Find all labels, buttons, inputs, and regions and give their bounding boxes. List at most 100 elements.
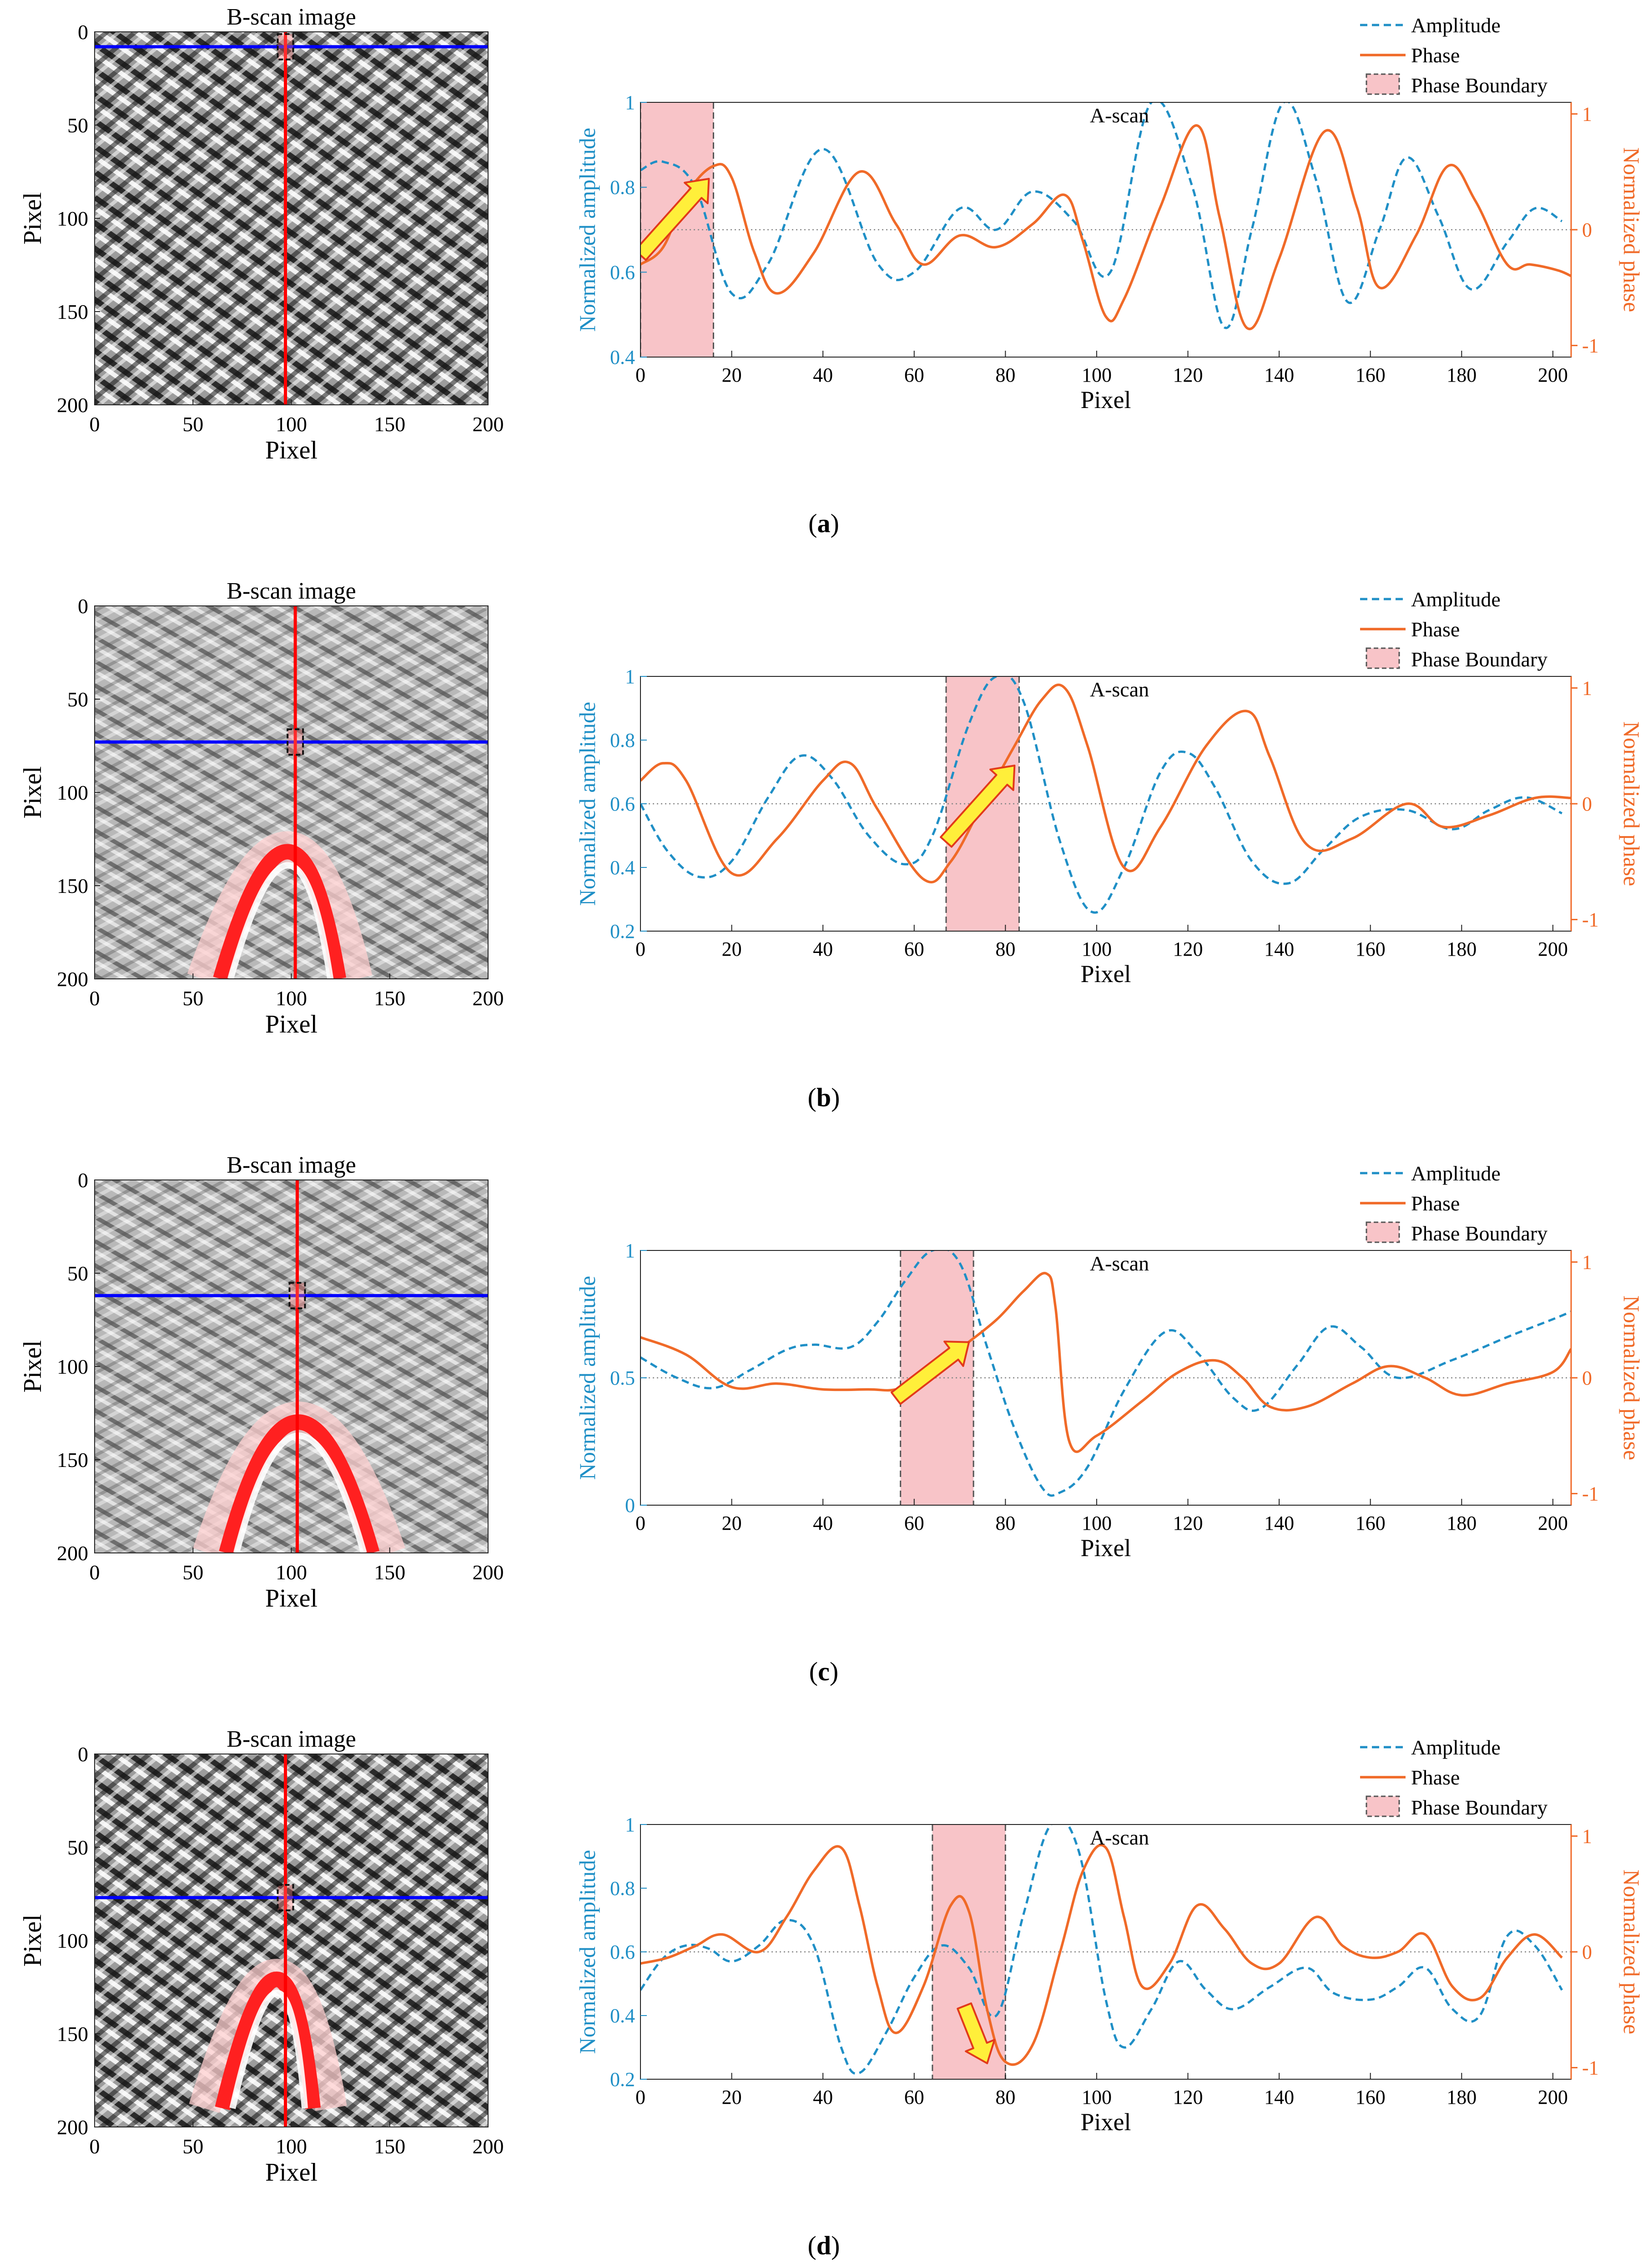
ascan-ylabel-left: Normalized amplitude — [575, 702, 600, 906]
ascan-xlabel: Pixel — [1080, 2108, 1131, 2136]
ascan-ylabel-left: Normalized amplitude — [575, 1850, 600, 2054]
ascan-xtick-label: 140 — [1264, 1512, 1294, 1534]
ascan-xtick-label: 120 — [1173, 364, 1203, 386]
bscan-xtick-label: 200 — [473, 1561, 504, 1584]
bscan-ytick-label: 50 — [67, 1836, 88, 1859]
legend-phase-label: Phase — [1411, 618, 1460, 641]
bscan-xtick-label: 100 — [276, 1561, 307, 1584]
bscan-ytick-label: 100 — [57, 781, 88, 804]
legend-boundary-label: Phase Boundary — [1411, 1796, 1547, 1819]
ascan-ytick-left-label: 0.6 — [610, 793, 635, 815]
ascan-ytick-right-label: 1 — [1582, 103, 1592, 125]
ascan-xtick-label: 180 — [1446, 938, 1477, 960]
bscan-image — [95, 1180, 488, 1553]
ascan-plot — [640, 1250, 1571, 1505]
annotation-arrow — [890, 1341, 970, 1405]
ascan-xtick-label: 0 — [635, 938, 645, 960]
ascan-xtick-label: 180 — [1446, 1512, 1477, 1534]
phase-series — [640, 1844, 1563, 2066]
ascan-title: A-scan — [1090, 1252, 1149, 1275]
ascan-ytick-left-label: 0.6 — [610, 1941, 635, 1963]
selection-box — [277, 1884, 294, 1911]
hyperbola-band — [215, 1971, 321, 2111]
bscan-xtick-label: 0 — [90, 987, 100, 1010]
bscan-ytick-label: 0 — [78, 20, 88, 44]
amplitude-series — [640, 102, 1563, 329]
ascan-ytick-left-label: 1 — [625, 1240, 635, 1262]
legend-amplitude-label: Amplitude — [1411, 14, 1501, 37]
ascan-ylabel-left: Normalized amplitude — [575, 128, 600, 332]
legend-boundary-label: Phase Boundary — [1411, 648, 1547, 671]
ascan-xtick-label: 0 — [635, 364, 645, 386]
amplitude-series — [640, 1824, 1563, 2075]
ascan-xtick-label: 160 — [1356, 1512, 1386, 1534]
legend-amplitude-label: Amplitude — [1411, 1736, 1501, 1759]
bscan-texture-cross — [95, 606, 488, 979]
ascan-xtick-label: 100 — [1082, 2086, 1112, 2108]
ascan-xtick-label: 60 — [904, 938, 924, 960]
bscan-texture-cross — [95, 1754, 488, 2127]
legend-boundary-label: Phase Boundary — [1411, 74, 1547, 97]
ascan-xtick-label: 60 — [904, 364, 924, 386]
bscan-image — [95, 1754, 488, 2127]
ascan-xtick-label: 120 — [1173, 938, 1203, 960]
ascan-ylabel-left: Normalized amplitude — [575, 1276, 600, 1480]
bscan-ytick-label: 150 — [57, 874, 88, 897]
legend-phase-label: Phase — [1411, 1192, 1460, 1215]
ascan-xtick-label: 200 — [1538, 2086, 1568, 2108]
ascan-ytick-right-label: 0 — [1582, 793, 1592, 815]
bscan-ylabel: Pixel — [19, 192, 47, 244]
ascan-plot — [640, 1824, 1571, 2079]
ascan-ytick-left-label: 0.2 — [610, 920, 635, 942]
legend-boundary-swatch — [1366, 1795, 1400, 1817]
ascan-ytick-right-label: 0 — [1582, 1367, 1592, 1389]
phase-series — [640, 1272, 1571, 1453]
bscan-ytick-label: 200 — [57, 1542, 88, 1565]
bscan-xtick-label: 150 — [374, 2135, 405, 2158]
legend-amplitude-label: Amplitude — [1411, 588, 1501, 611]
bscan-xtick-label: 0 — [90, 1561, 100, 1584]
panel-label: (c) — [809, 1657, 838, 1686]
annotation-arrow — [940, 765, 1016, 848]
ascan-xtick-label: 140 — [1264, 2086, 1294, 2108]
ascan-xlabel: Pixel — [1080, 386, 1131, 413]
ascan-ytick-left-label: 0 — [625, 1494, 635, 1517]
bscan-xtick-label: 150 — [374, 987, 405, 1010]
legend-boundary-swatch — [1366, 647, 1400, 669]
legend-phase-label: Phase — [1411, 44, 1460, 67]
ascan-ytick-left-label: 1 — [625, 1814, 635, 1836]
ascan-xtick-label: 0 — [635, 2086, 645, 2108]
legend-amplitude-label: Amplitude — [1411, 1162, 1501, 1185]
ascan-xtick-label: 80 — [995, 938, 1015, 960]
ascan-xtick-label: 120 — [1173, 1512, 1203, 1534]
ascan-xtick-label: 160 — [1356, 938, 1386, 960]
bscan-xtick-label: 150 — [374, 413, 405, 436]
bscan-xtick-label: 50 — [182, 2135, 203, 2158]
ascan-ytick-right-label: 1 — [1582, 1251, 1592, 1273]
ascan-xtick-label: 40 — [813, 1512, 833, 1534]
bscan-xtick-label: 50 — [182, 1561, 203, 1584]
bscan-ytick-label: 200 — [57, 393, 88, 417]
bscan-ytick-label: 200 — [57, 968, 88, 991]
legend-boundary-swatch — [1366, 73, 1400, 95]
ascan-xtick-label: 80 — [995, 2086, 1015, 2108]
ascan-xtick-label: 20 — [722, 1512, 742, 1534]
ascan-ytick-left-label: 0.6 — [610, 261, 635, 283]
bscan-title: B-scan image — [227, 4, 356, 30]
bscan-title: B-scan image — [227, 1152, 356, 1178]
annotation-arrow — [957, 2002, 996, 2064]
bscan-ylabel: Pixel — [19, 1340, 47, 1392]
ascan-xtick-label: 20 — [722, 364, 742, 386]
bscan-xtick-label: 50 — [182, 987, 203, 1010]
bscan-xtick-label: 100 — [276, 987, 307, 1010]
ascan-ytick-left-label: 0.5 — [610, 1367, 635, 1389]
amplitude-series — [640, 676, 1562, 914]
ascan-ytick-left-label: 1 — [625, 665, 635, 688]
ascan-plot — [640, 102, 1571, 357]
bscan-ylabel: Pixel — [19, 766, 47, 818]
ascan-ytick-right-label: 1 — [1582, 677, 1592, 699]
ascan-title: A-scan — [1090, 104, 1149, 127]
legend-boundary-label: Phase Boundary — [1411, 1222, 1547, 1245]
